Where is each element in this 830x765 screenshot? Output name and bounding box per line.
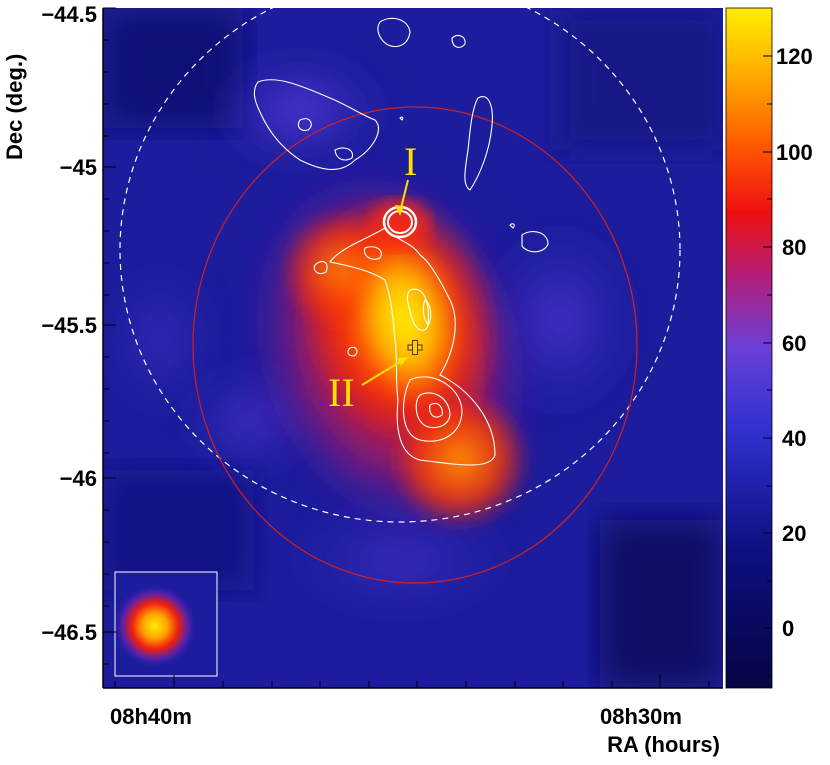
source-ii-marker (407, 340, 423, 355)
y-tick-labels: −44.5 −45 −45.5 −46 −46.5 (41, 2, 97, 645)
significance-map: I II (103, 8, 723, 688)
colorbar: 120 100 80 60 40 20 0 (725, 7, 813, 689)
y-minor-ticks (103, 7, 116, 665)
extended-emission (244, 164, 536, 536)
y-tick-label: −45.5 (41, 313, 97, 338)
colorbar-tick-label: 120 (776, 44, 813, 69)
label-ii: II (328, 370, 355, 415)
label-i: I (404, 139, 417, 184)
colorbar-ticks (763, 55, 772, 677)
dashed-circle (119, 8, 681, 523)
x-tick-label: 08h30m (600, 704, 682, 729)
y-tick-label: −44.5 (41, 2, 97, 27)
x-minor-ticks (114, 675, 710, 688)
y-axis-title: Dec (deg.) (2, 54, 27, 160)
annotation-source-i: I (395, 139, 417, 216)
x-axis-title: RA (hours) (607, 732, 720, 757)
colorbar-tick-label: 0 (782, 616, 794, 641)
psf-inset (113, 571, 218, 677)
colorbar-tick-label: 20 (782, 521, 806, 546)
colorbar-tick-label: 100 (776, 140, 813, 165)
y-tick-label: −46.5 (41, 620, 97, 645)
y-tick-label: −46 (60, 466, 97, 491)
red-circle (192, 106, 638, 584)
x-tick-label: 08h40m (110, 704, 192, 729)
colorbar-tick-label: 60 (782, 331, 806, 356)
colorbar-gradient (726, 8, 772, 688)
contours (253, 17, 549, 466)
colorbar-tick-label: 40 (782, 426, 806, 451)
colorbar-tick-label: 80 (782, 235, 806, 260)
plot-frame (102, 7, 723, 689)
annotation-source-ii: II (328, 357, 408, 415)
y-tick-label: −45 (60, 155, 97, 180)
